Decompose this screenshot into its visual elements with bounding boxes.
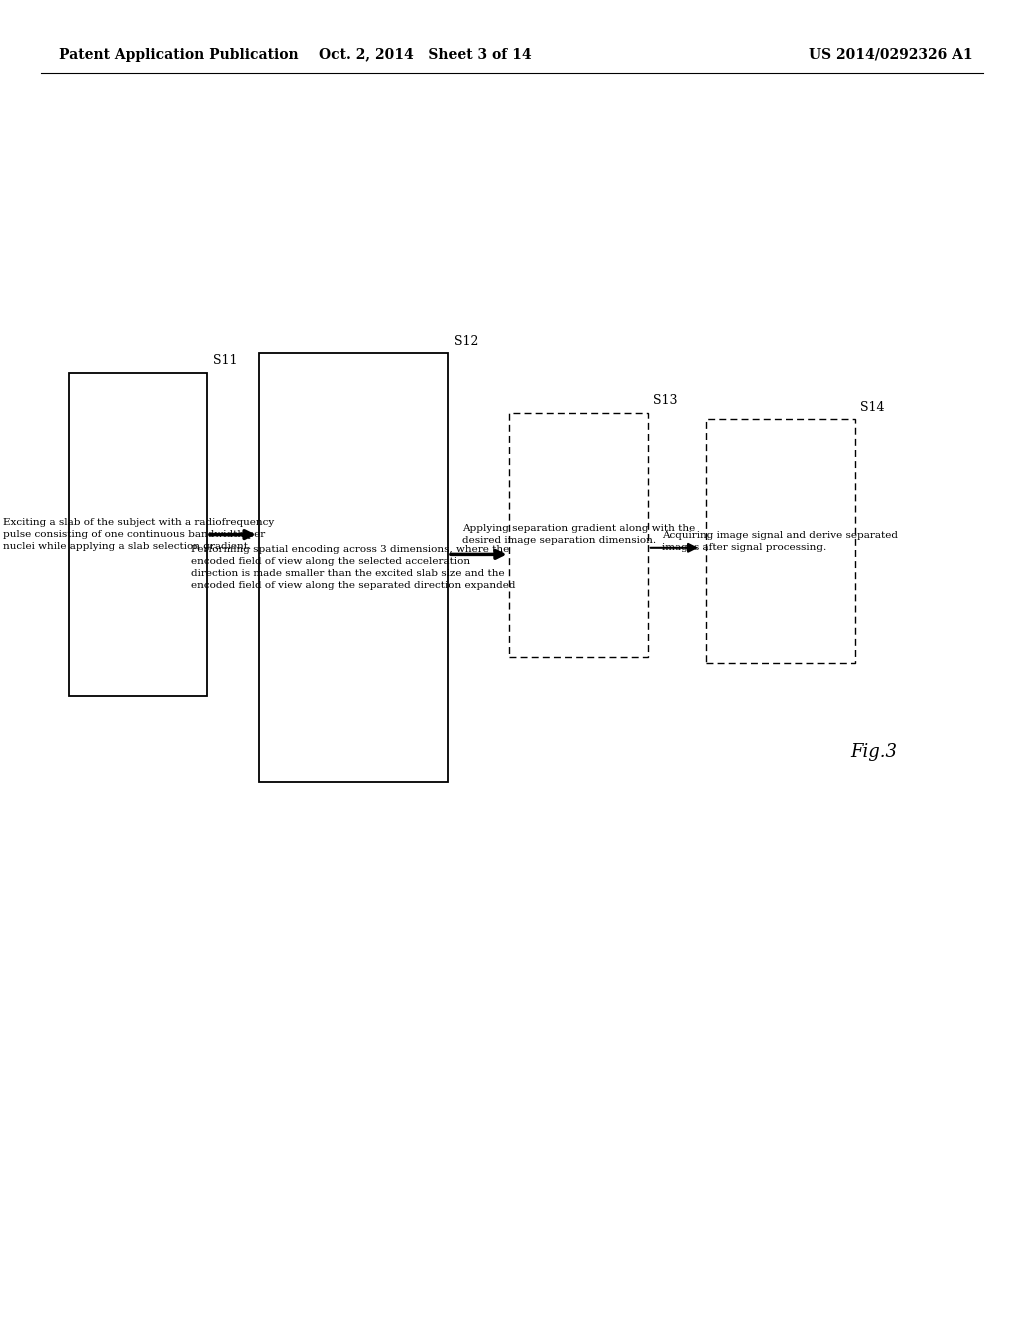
Text: Patent Application Publication: Patent Application Publication bbox=[59, 48, 299, 62]
Text: Acquiring image signal and derive separated
images after signal processing.: Acquiring image signal and derive separa… bbox=[663, 531, 898, 552]
Text: S12: S12 bbox=[454, 334, 478, 347]
Text: S11: S11 bbox=[213, 354, 238, 367]
Text: Oct. 2, 2014   Sheet 3 of 14: Oct. 2, 2014 Sheet 3 of 14 bbox=[318, 48, 531, 62]
Text: Fig.3: Fig.3 bbox=[850, 743, 897, 762]
Bar bbox=[70, 372, 207, 697]
Text: Performing spatial encoding across 3 dimensions, where the
encoded field of view: Performing spatial encoding across 3 dim… bbox=[191, 545, 515, 590]
Text: US 2014/0292326 A1: US 2014/0292326 A1 bbox=[809, 48, 973, 62]
Text: Exciting a slab of the subject with a radiofrequency
pulse consisting of one con: Exciting a slab of the subject with a ra… bbox=[3, 519, 273, 550]
Bar bbox=[509, 412, 647, 657]
Text: Applying separation gradient along with the
desired image separation dimension.: Applying separation gradient along with … bbox=[462, 524, 695, 545]
Bar bbox=[707, 420, 854, 664]
Text: S14: S14 bbox=[860, 400, 885, 413]
Bar bbox=[258, 354, 447, 781]
Text: S13: S13 bbox=[653, 393, 678, 407]
